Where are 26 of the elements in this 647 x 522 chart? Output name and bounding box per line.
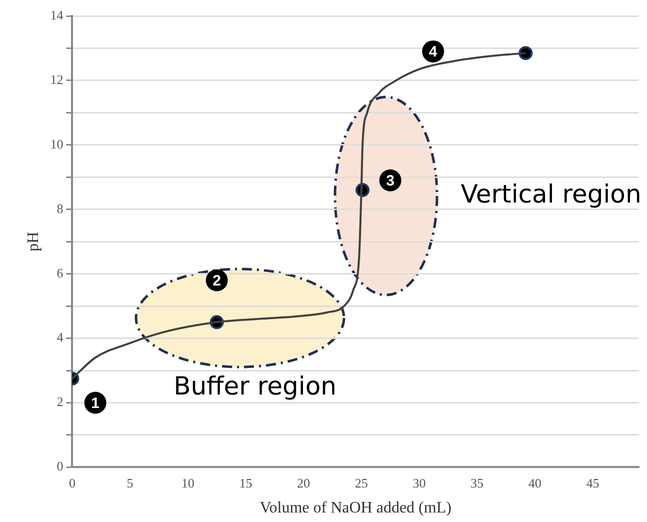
x-tick-label: 0 xyxy=(68,475,76,490)
annotation: 3 xyxy=(386,172,394,190)
annotation: 1 xyxy=(91,394,100,412)
x-axis-title: Volume of NaOH added (mL) xyxy=(260,500,452,517)
y-tick-label: 6 xyxy=(56,265,64,280)
y-tick-label: 8 xyxy=(56,200,64,216)
x-tick-label: 15 xyxy=(239,475,252,490)
x-tick-label: 45 xyxy=(586,475,600,490)
annotation: Vertical region xyxy=(460,180,642,208)
x-tick-label: 30 xyxy=(412,475,426,490)
y-tick-label: 0 xyxy=(56,458,64,474)
x-tick-label: 10 xyxy=(181,475,194,490)
y-tick-label: 2 xyxy=(56,394,64,410)
y-tick-label: 14 xyxy=(50,7,64,22)
annotation: Buffer region xyxy=(174,372,336,400)
x-tick-label: 5 xyxy=(126,475,134,490)
x-tick-label: 20 xyxy=(297,475,310,490)
x-tick-label: 25 xyxy=(354,475,368,490)
x-tick-label: 40 xyxy=(528,475,542,490)
y-tick-label: 10 xyxy=(50,136,64,152)
x-tick-label: 35 xyxy=(470,475,484,490)
y-tick-label: 12 xyxy=(50,72,64,87)
y-tick-label: 4 xyxy=(56,330,64,345)
annotation: 4 xyxy=(428,44,438,61)
annotation: 2 xyxy=(212,272,221,290)
y-axis-title: pH xyxy=(24,231,42,252)
